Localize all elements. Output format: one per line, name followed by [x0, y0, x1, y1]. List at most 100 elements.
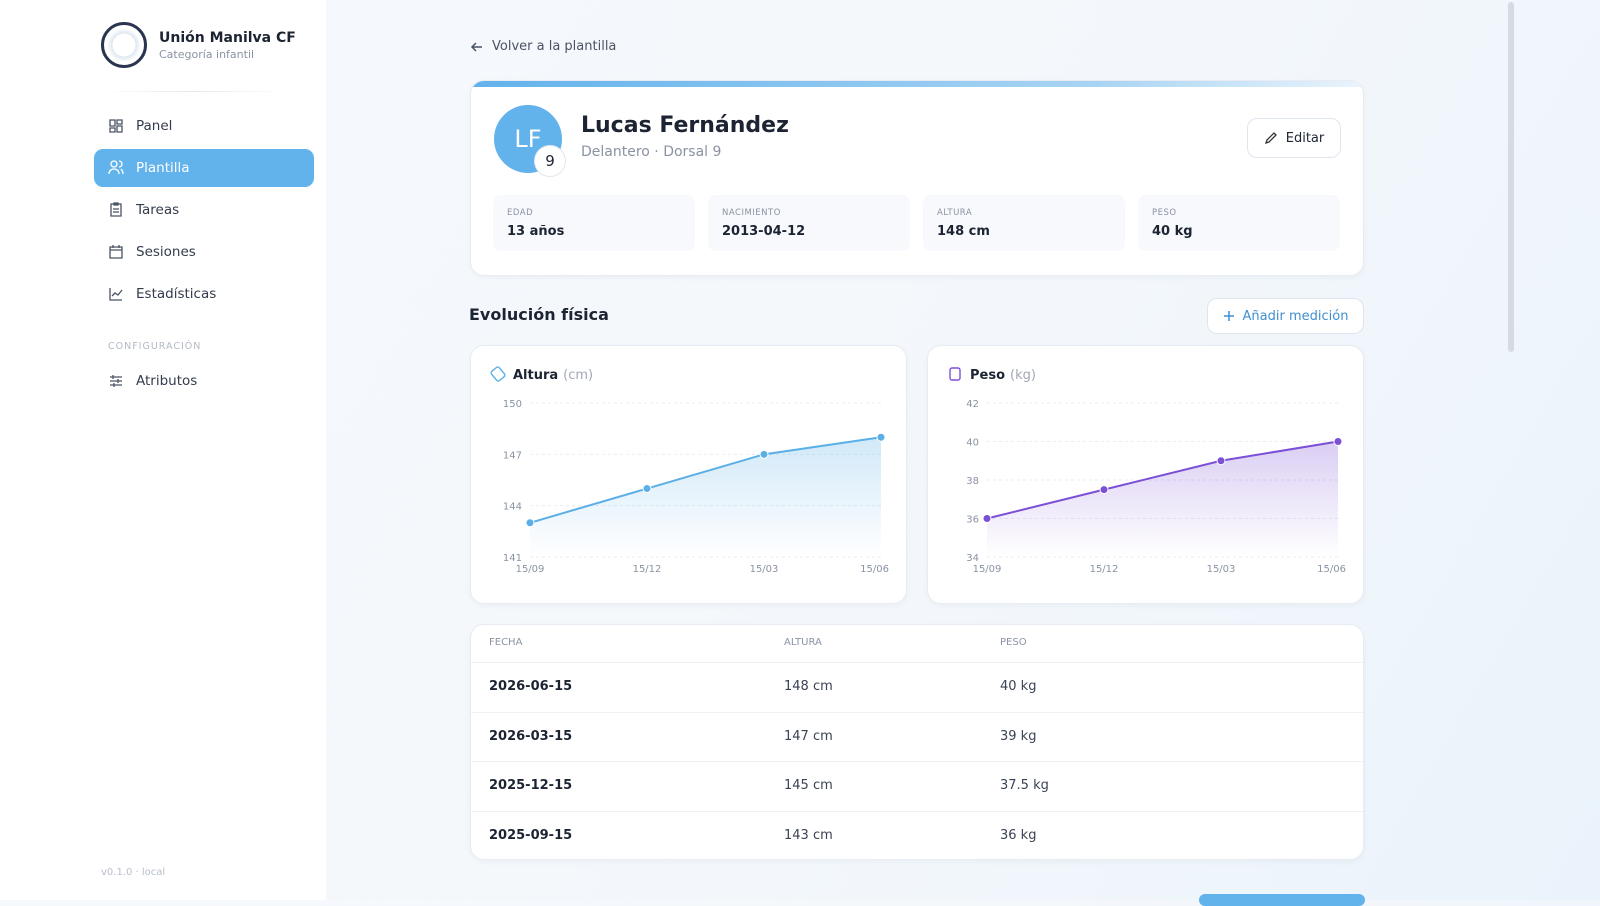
point [982, 514, 992, 523]
club-category: Categoría infantil [159, 48, 255, 61]
icon-path [109, 245, 123, 259]
edit-icon [1264, 132, 1277, 145]
add-measure-text: Añadir medición [1242, 308, 1349, 324]
y-tick-label: 144 [503, 502, 522, 513]
y-tick-label: 150 [503, 399, 522, 410]
icon-path [109, 288, 123, 301]
nav-item[interactable]: Panel [94, 107, 314, 145]
chart-unit: (cm) [563, 368, 593, 383]
stat-value: 148 cm [937, 224, 990, 239]
chart: Peso (kg) 34 36 38 40 42 15/09 15/12 15/03 15/06 [949, 367, 1346, 575]
chart-title: Peso [970, 368, 1005, 383]
table-cell: 40 kg [1000, 679, 1037, 694]
line [986, 440, 1339, 520]
nav-item[interactable]: Tareas [94, 191, 314, 229]
area [530, 437, 881, 557]
nav-item[interactable]: Sesiones [94, 233, 314, 271]
back-text: Volver a la plantilla [492, 39, 617, 54]
icon-path [110, 375, 122, 387]
stat-value: 2013-04-12 [722, 224, 806, 239]
x-tick-label: 15/03 [1207, 564, 1236, 575]
x-tick-label: 15/12 [633, 564, 662, 575]
table-cell: 39 kg [1000, 728, 1037, 744]
card-accent [471, 81, 1363, 87]
measure-table [470, 624, 1364, 860]
point [525, 518, 535, 528]
x-tick-label: 15/06 [860, 564, 889, 575]
table-cell: 145 cm [784, 778, 833, 793]
point [1099, 485, 1109, 495]
chart: Altura (cm) 141 144 147 150 15/09 15/12 15/03 15/… [490, 366, 889, 575]
nav-item[interactable]: Estadísticas [94, 275, 314, 313]
table-cell: 2025-09-15 [489, 827, 573, 843]
point [1333, 437, 1343, 446]
x-tick-label: 15/09 [516, 564, 545, 575]
nav-label: Sesiones [136, 244, 196, 260]
nav-label: Panel [136, 118, 173, 134]
table-cell: 148 cm [784, 679, 833, 694]
stat-box: PESO 40 kg [1138, 195, 1340, 251]
back-icon [470, 41, 482, 52]
table-header: ALTURA [784, 637, 822, 648]
table-header: FECHA [489, 637, 523, 648]
chart-card: Peso (kg) 34 36 38 40 42 15/09 15/12 15/03 15/06 [927, 345, 1364, 604]
section-title: Evolución física [469, 305, 609, 324]
nav-item[interactable]: Atributos [94, 362, 314, 400]
row-divider [471, 810, 1363, 812]
x-tick-label: 15/12 [1090, 564, 1119, 575]
point [876, 432, 886, 442]
version: v0.1.0 · local [101, 867, 166, 878]
row-divider [471, 761, 1363, 762]
nav-label: Estadísticas [136, 286, 217, 302]
icon-path [108, 160, 124, 175]
area [987, 441, 1338, 557]
player-role: Delantero · Dorsal 9 [581, 144, 722, 160]
y-tick-label: 147 [503, 450, 522, 461]
chart-title: Altura [513, 368, 558, 383]
stat-box: EDAD 13 años [493, 195, 695, 251]
y-tick-label: 141 [503, 553, 522, 564]
chart-icon [949, 367, 961, 381]
nav-icon [109, 288, 123, 301]
table-cell: 36 kg [1000, 827, 1037, 843]
nav-icon [109, 245, 123, 259]
nav-item[interactable]: Plantilla [94, 149, 314, 187]
stat-label: ALTURA [937, 208, 973, 218]
x-tick-label: 15/09 [973, 564, 1002, 575]
line [529, 436, 882, 524]
stat-box: NACIMIENTO 2013-04-12 [708, 195, 910, 251]
plus-icon [1223, 311, 1234, 321]
table-cell: 37.5 kg [1000, 778, 1049, 793]
scrollbar [1508, 2, 1514, 352]
x-tick-label: 15/06 [1317, 564, 1346, 575]
add-measure-button[interactable]: Añadir medición [1207, 298, 1364, 334]
back-link[interactable]: Volver a la plantilla [470, 39, 616, 54]
table-cell: 2026-03-15 [489, 728, 573, 744]
stat-label: EDAD [507, 208, 534, 218]
point [642, 484, 652, 494]
row-divider [471, 711, 1363, 713]
edit-text: Editar [1285, 130, 1325, 146]
y-tick-label: 38 [966, 476, 979, 487]
stat-value: 13 años [507, 224, 565, 239]
avatar: LF [494, 105, 562, 173]
stat-value: 40 kg [1152, 224, 1193, 239]
nav-label: Atributos [136, 373, 198, 389]
sidebar: Unión Manilva CF Categoría infantil CONF… [0, 0, 326, 900]
nav-icon [110, 202, 122, 217]
table-cell: 143 cm [784, 827, 833, 843]
y-tick-label: 42 [966, 399, 979, 410]
chart-unit: (kg) [1010, 368, 1036, 383]
y-tick-label: 40 [966, 438, 979, 449]
point [759, 449, 769, 459]
nav-icon [108, 160, 124, 175]
nav-section: CONFIGURACIÓN [108, 341, 202, 352]
point [1216, 456, 1226, 466]
nav-icon [110, 375, 122, 387]
nav-label: Plantilla [136, 160, 190, 176]
edit-button[interactable]: Editar [1247, 118, 1341, 158]
icon-path [109, 119, 123, 133]
icon-path [110, 202, 122, 217]
stat-label: NACIMIENTO [722, 208, 781, 218]
